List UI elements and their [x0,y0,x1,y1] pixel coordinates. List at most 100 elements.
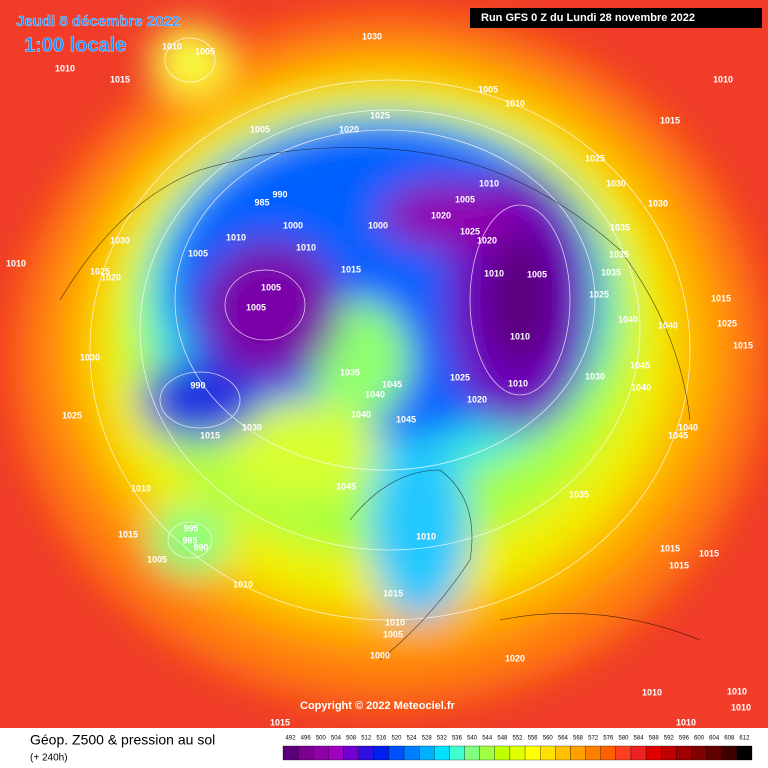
isobar-label: 1040 [678,422,698,432]
colorbar-cell [540,745,556,761]
colorbar-cell [645,745,662,761]
colorbar-cell [600,745,616,761]
colorbar-label: 596 [679,736,690,742]
colorbar-cell [328,745,344,761]
isobar-label: 1000 [368,220,388,230]
isobar-label: 1025 [717,318,737,328]
isobar-label: 1010 [416,531,436,541]
isobar-label: 1030 [80,352,100,362]
isobar-label: 1040 [618,314,638,324]
isobar-label: 1035 [610,222,630,232]
isobar-label: 1025 [450,372,470,382]
isobar-label: 1005 [250,124,270,134]
colorbar-cell [282,745,299,761]
isobar-label: 1010 [233,579,253,589]
colorbar-cell [464,745,480,761]
isobar-label: 985 [254,197,269,207]
isobar-label: 1015 [118,529,138,539]
isobar-label: 1015 [660,543,680,553]
colorbar-cell [358,745,374,761]
colorbar-cell [343,745,359,761]
colorbar-label: 504 [331,736,342,742]
colorbar-label: 592 [664,736,675,742]
colorbar-label: 520 [391,736,402,742]
colorbar-label: 492 [286,736,297,742]
isobar-label: 1010 [55,63,75,73]
isobar-label: 1030 [110,235,130,245]
colorbar-label: 576 [603,736,614,742]
colorbar-label: 496 [301,736,312,742]
isobar-label: 1025 [62,410,82,420]
colorbar-label: 500 [316,736,327,742]
colorbar-cell [570,745,586,761]
isobar-label: 1010 [505,98,525,108]
isobar-label: 1045 [336,481,356,491]
colorbar-label: 508 [346,736,357,742]
isobar-label: 1015 [383,588,403,598]
run-box [470,8,762,28]
isobar-label: 1005 [527,269,547,279]
isobar-label: 1035 [340,367,360,377]
isobar-label: 990 [193,542,208,552]
isobar-label: 1030 [242,422,262,432]
isobar-label: 1005 [478,84,498,94]
isobar-label: 1030 [648,198,668,208]
isobar-label: 1015 [669,560,689,570]
colorbar-cell [479,745,495,761]
colorbar-label: 612 [739,736,750,742]
isobar-label: 1025 [370,110,390,120]
isobar-label: 1030 [362,31,382,41]
isobar-label: 1025 [460,226,480,236]
legend-lead: (+ 240h) [30,753,68,764]
isobar-label: 1010 [713,74,733,84]
colorbar-cell [630,745,647,761]
isobar-label: 1040 [365,389,385,399]
isobar-label: 1040 [658,320,678,330]
isobar-label: 1005 [147,554,167,564]
isobar-label: 990 [272,189,287,199]
colorbar-cell [297,745,314,761]
colorbar-cell [388,745,405,761]
isobar-label: 1025 [90,266,110,276]
isobar-label: 1025 [589,289,609,299]
isobar-label: 1010 [6,258,26,268]
colorbar-cell [524,745,541,761]
map-field [0,0,768,728]
isobar-label: 1010 [727,686,747,696]
isobar-label: 990 [190,380,205,390]
colorbar-label: 548 [497,736,508,742]
isobar-label: 1000 [283,220,303,230]
isobar-label: 1010 [508,378,528,388]
isobar-label: 1010 [479,178,499,188]
isobar-label: 1010 [131,483,151,493]
time: 1:00 locale [24,34,126,56]
colorbar-label: 560 [543,736,554,742]
copyright: Copyright © 2022 Meteociel.fr [300,700,456,712]
colorbar-cell [676,745,692,761]
isobar-label: 1035 [569,489,589,499]
isobar-label: 1010 [296,242,316,252]
isobar-label: 1010 [642,687,662,697]
colorbar-cell [661,745,677,761]
isobar-label: 1020 [477,235,497,245]
isobar-label: 1005 [383,629,403,639]
isobar-label: 1025 [585,153,605,163]
isobar-label: 1020 [101,272,121,282]
isobar-label: 1005 [246,302,266,312]
isobar-label: 1010 [484,268,504,278]
isobar-label: 1015 [110,74,130,84]
colorbar-cell [615,745,632,761]
colorbar-cell [706,745,722,761]
isobar-label: 1015 [711,293,731,303]
isobar-label: 1035 [609,249,629,259]
colorbar-cell [434,745,450,761]
isobar-label: 1020 [339,124,359,134]
colorbar-cell [449,745,465,761]
isobar-label: 1015 [341,264,361,274]
colorbar-cell [373,745,390,761]
isobar-label: 1005 [455,194,475,204]
colorbar-cell [721,745,738,761]
isobar-label: 1015 [699,548,719,558]
colorbar-label: 572 [588,736,599,742]
